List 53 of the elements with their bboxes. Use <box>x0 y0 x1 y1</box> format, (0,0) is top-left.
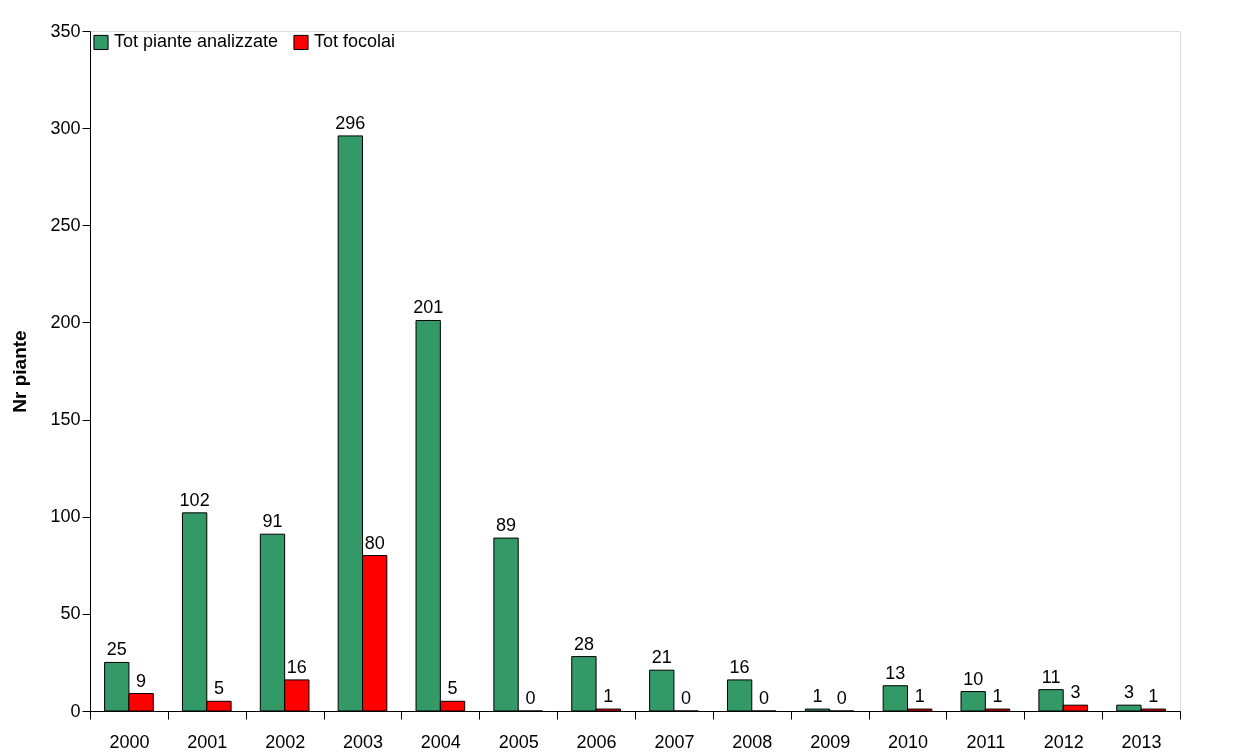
x-tick-label: 2012 <box>1043 731 1084 752</box>
data-label: 10 <box>963 668 984 689</box>
data-label: 3 <box>1123 682 1134 703</box>
data-label: 1 <box>603 686 614 707</box>
legend-label: Tot focolai <box>314 31 396 52</box>
y-tick-label: 150 <box>50 409 81 430</box>
data-label: 201 <box>413 297 444 318</box>
y-tick-label: 100 <box>50 506 81 527</box>
data-label: 16 <box>286 656 307 677</box>
data-label: 102 <box>179 489 210 510</box>
data-label: 5 <box>213 678 224 699</box>
data-label: 1 <box>992 686 1003 707</box>
data-label: 0 <box>525 688 536 708</box>
y-tick-label: 0 <box>70 700 81 721</box>
data-label: 0 <box>681 688 692 708</box>
data-label: 16 <box>729 656 750 677</box>
x-tick-label: 2005 <box>498 731 539 752</box>
x-tick-label: 2013 <box>1121 731 1162 752</box>
data-label: 11 <box>1041 666 1061 687</box>
y-axis-title: Nr piante <box>9 330 31 413</box>
x-tick-label: 2003 <box>342 731 384 752</box>
x-tick-label: 2001 <box>187 731 228 752</box>
data-label: 25 <box>106 639 127 660</box>
data-label: 21 <box>651 647 672 668</box>
data-label: 28 <box>573 633 594 654</box>
data-label: 9 <box>136 670 147 691</box>
x-tick-label: 2009 <box>810 731 851 752</box>
y-tick-label: 200 <box>50 311 81 332</box>
x-tick-label: 2000 <box>109 731 150 752</box>
data-label: 1 <box>914 686 925 707</box>
data-label: 91 <box>262 511 283 532</box>
x-tick-label: 2002 <box>265 731 306 752</box>
y-tick-label: 300 <box>50 117 81 138</box>
y-tick-label: 250 <box>50 214 81 235</box>
x-tick-label: 2004 <box>420 731 461 752</box>
data-label: 5 <box>447 678 458 699</box>
x-tick-label: 2007 <box>654 731 695 752</box>
data-label: 3 <box>1070 682 1081 703</box>
legend-label: Tot piante analizzate <box>114 31 279 52</box>
y-tick-label: 50 <box>60 603 81 624</box>
x-tick-label: 2008 <box>732 731 773 752</box>
x-tick-label: 2011 <box>966 731 1006 752</box>
data-label: 0 <box>836 688 847 708</box>
data-label: 89 <box>496 515 517 536</box>
x-tick-label: 2010 <box>887 731 929 752</box>
x-tick-label: 2006 <box>576 731 617 752</box>
data-label: 1 <box>812 686 823 707</box>
data-label: 296 <box>335 112 366 133</box>
data-label: 1 <box>1148 686 1159 707</box>
data-label: 13 <box>885 662 906 683</box>
y-tick-label: 350 <box>50 20 81 41</box>
data-label: 0 <box>758 688 769 708</box>
data-label: 80 <box>364 532 385 553</box>
